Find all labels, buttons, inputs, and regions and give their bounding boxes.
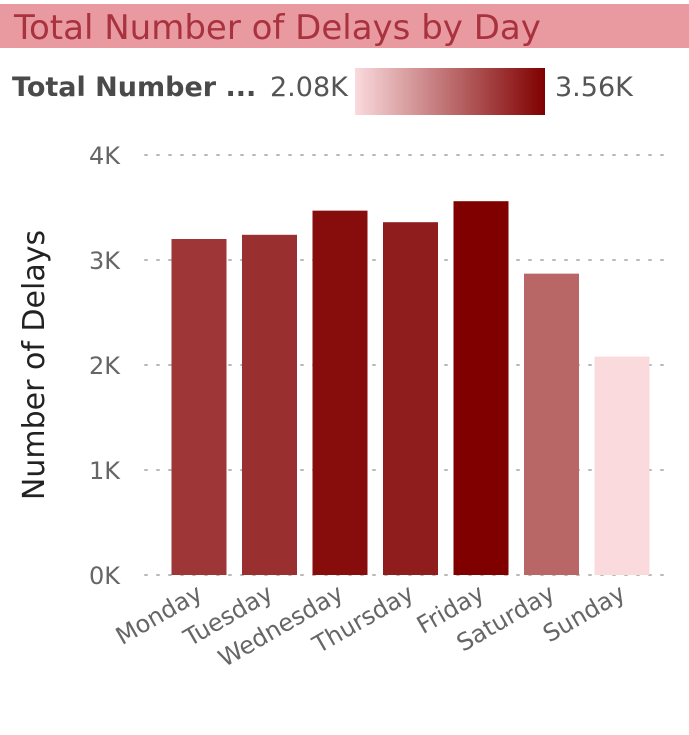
y-tick-label: 2K [89,352,121,380]
bar-tuesday [242,234,297,576]
y-tick-label: 3K [89,247,121,275]
bar-friday [453,201,509,575]
y-tick-label: 1K [89,457,121,485]
chart-title: Total Number of Delays by Day [14,8,541,48]
legend-label: Total Number ... [12,72,257,103]
y-axis-label: Number of Delays [17,230,52,500]
legend-max-label: 3.56K [555,72,633,103]
title-bar: Total Number of Delays by Day [0,4,689,48]
bar-sunday [594,356,650,575]
bar-saturday [524,273,579,575]
bar-wednesday [312,210,368,575]
legend-min-label: 2.08K [270,72,348,103]
y-tick-label: 4K [89,142,121,170]
y-tick-label: 0K [89,562,121,590]
bar-thursday [383,222,438,575]
legend-gradient [355,68,545,115]
x-tick-label: Sunday [538,579,630,648]
bar-monday [171,239,227,575]
